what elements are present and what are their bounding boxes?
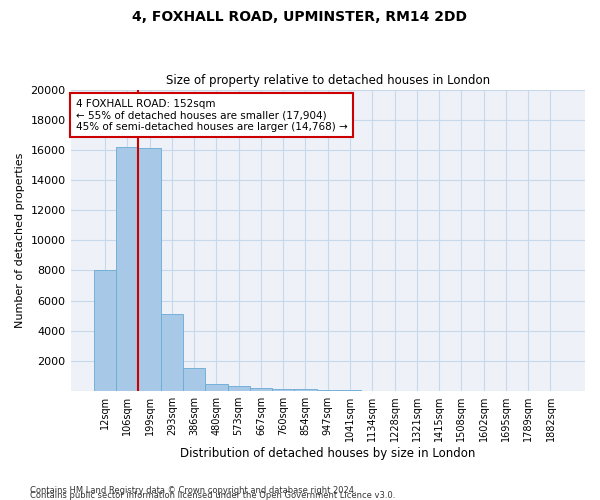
Y-axis label: Number of detached properties: Number of detached properties	[15, 152, 25, 328]
Bar	[183, 368, 205, 391]
Text: Contains HM Land Registry data © Crown copyright and database right 2024.: Contains HM Land Registry data © Crown c…	[30, 486, 356, 495]
Bar	[94, 270, 116, 391]
Bar	[317, 390, 339, 391]
Bar	[227, 386, 250, 391]
Bar	[139, 148, 161, 391]
Bar	[272, 388, 295, 391]
Bar	[250, 388, 272, 391]
Title: Size of property relative to detached houses in London: Size of property relative to detached ho…	[166, 74, 490, 87]
Bar	[295, 390, 317, 391]
Bar	[205, 384, 227, 391]
Bar	[161, 314, 183, 391]
Text: Contains public sector information licensed under the Open Government Licence v3: Contains public sector information licen…	[30, 491, 395, 500]
Bar	[339, 390, 361, 391]
Bar	[116, 147, 139, 391]
Text: 4 FOXHALL ROAD: 152sqm
← 55% of detached houses are smaller (17,904)
45% of semi: 4 FOXHALL ROAD: 152sqm ← 55% of detached…	[76, 98, 347, 132]
X-axis label: Distribution of detached houses by size in London: Distribution of detached houses by size …	[180, 447, 475, 460]
Text: 4, FOXHALL ROAD, UPMINSTER, RM14 2DD: 4, FOXHALL ROAD, UPMINSTER, RM14 2DD	[133, 10, 467, 24]
